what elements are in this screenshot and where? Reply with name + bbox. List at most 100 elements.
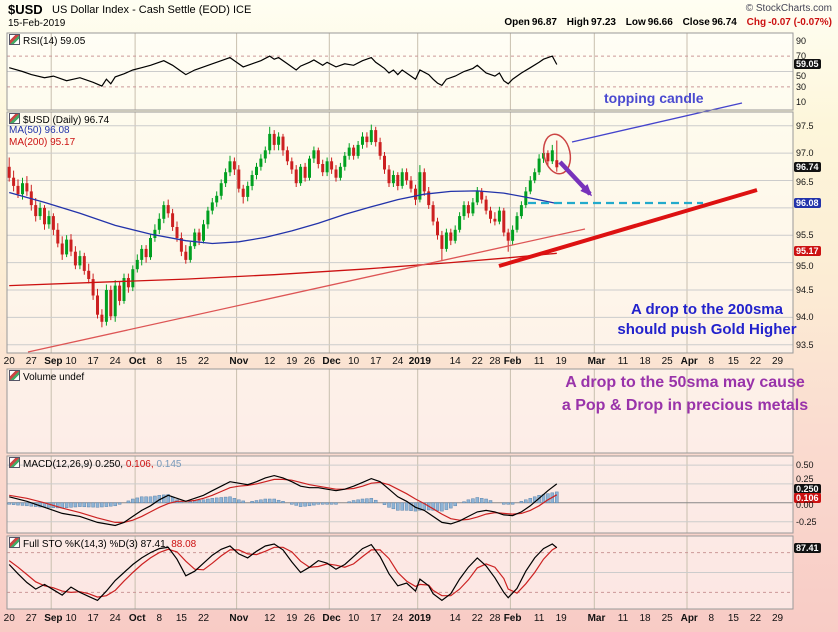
x-axis-label: 22 xyxy=(749,356,762,367)
x-axis-label: 29 xyxy=(771,356,784,367)
x-axis-label: Oct xyxy=(128,356,146,367)
y-axis-label: 30 xyxy=(796,81,807,92)
y-axis-label: 0.00 xyxy=(796,499,814,510)
low-value: 96.66 xyxy=(647,17,673,28)
ticker-symbol: $USD xyxy=(8,2,43,17)
x-axis-label: 25 xyxy=(661,356,673,367)
legend-text: Full STO %K(14,3) %D(3) xyxy=(23,539,141,550)
y-axis-label: 96.08 xyxy=(794,198,821,209)
x-axis-label: 2019 xyxy=(408,613,431,624)
x-axis-label: 8 xyxy=(156,613,163,624)
x-axis-label: 10 xyxy=(65,356,77,367)
indicator-icon xyxy=(9,457,20,468)
x-axis-label: 12 xyxy=(264,613,276,624)
x-axis-label: 20 xyxy=(3,613,15,624)
x-axis-label: 29 xyxy=(771,613,784,624)
x-axis-label: 24 xyxy=(109,356,121,367)
x-axis-label: 11 xyxy=(617,356,629,367)
open-label: Open xyxy=(504,17,530,28)
x-axis-label: 8 xyxy=(156,356,163,367)
y-axis-label: 97.5 xyxy=(796,120,814,131)
chart-date: 15-Feb-2019 xyxy=(8,18,66,29)
y-axis-label: 95.0 xyxy=(796,260,814,271)
x-axis-label: 17 xyxy=(87,613,99,624)
y-axis-label: 70 xyxy=(796,51,807,62)
x-axis-label: 14 xyxy=(449,613,461,624)
x-axis-label: 17 xyxy=(370,613,382,624)
chart-title: US Dollar Index - Cash Settle (EOD) ICE xyxy=(52,4,252,16)
close-value: 96.74 xyxy=(711,17,737,28)
x-axis-label: 28 xyxy=(489,356,501,367)
y-axis-label: 90 xyxy=(796,35,807,46)
annotation-200sma-note: A drop to the 200sma should push Gold Hi… xyxy=(578,300,836,340)
x-axis-label: 28 xyxy=(489,613,501,624)
y-axis-label: 95.5 xyxy=(796,230,814,241)
annotation-200sma-line2: should push Gold Higher xyxy=(617,321,797,338)
legend-text: 88.08 xyxy=(171,539,197,550)
y-axis-label: 95.17 xyxy=(794,246,821,257)
legend-text: 0.106, xyxy=(125,459,157,470)
x-axis-label: Mar xyxy=(587,356,606,367)
x-axis-label: 27 xyxy=(25,356,37,367)
x-axis-label: 17 xyxy=(370,356,382,367)
x-axis-label: 2019 xyxy=(408,356,431,367)
x-axis-label: 25 xyxy=(661,613,673,624)
x-axis-label: 22 xyxy=(749,613,762,624)
x-axis-label: 17 xyxy=(87,356,99,367)
x-axis-label: 15 xyxy=(175,356,187,367)
x-axis-label: 19 xyxy=(286,613,298,624)
x-axis-label: Sep xyxy=(44,613,63,624)
legend-text: Volume undef xyxy=(23,372,85,383)
legend-text: 0.145 xyxy=(156,459,182,470)
indicator-icon xyxy=(9,370,20,381)
x-axis-label: 15 xyxy=(727,613,739,624)
indicator-icon xyxy=(9,34,20,45)
high-label: High xyxy=(566,17,589,28)
x-axis-label: Nov xyxy=(229,613,249,624)
annotation-200sma-line1: A drop to the 200sma xyxy=(631,301,783,318)
x-axis-label: Feb xyxy=(503,356,522,367)
legend-text: MA(50) 96.08 xyxy=(9,125,70,136)
y-axis-label: 96.74 xyxy=(794,162,821,173)
x-axis-label: 19 xyxy=(286,356,298,367)
legend-text: MACD(12,26,9) xyxy=(23,459,96,470)
y-axis-label: 94.0 xyxy=(796,312,814,323)
rsi-legend: RSI(14) 59.05 xyxy=(9,34,85,47)
x-axis-label: 11 xyxy=(617,613,629,624)
x-axis-label: 24 xyxy=(109,613,121,624)
y-axis-label: 0.50 xyxy=(796,460,814,471)
x-axis-label: 19 xyxy=(555,356,567,367)
y-axis-label: 87.41 xyxy=(794,542,821,553)
x-axis-label: 24 xyxy=(392,613,404,624)
x-axis-label: Dec xyxy=(322,356,341,367)
y-axis-label: 93.5 xyxy=(796,339,814,350)
x-axis-label: 10 xyxy=(348,613,360,624)
x-axis-label: Feb xyxy=(503,613,522,624)
legend-text: MA(200) 95.17 xyxy=(9,137,76,148)
x-axis-label: 18 xyxy=(639,356,651,367)
y-axis-label: 0.25 xyxy=(796,473,814,484)
x-axis-label: 15 xyxy=(175,613,187,624)
y-axis-label: -0.25 xyxy=(796,516,817,527)
x-axis-label: Sep xyxy=(44,356,63,367)
annotation-50sma-line2: a Pop & Drop in precious metals xyxy=(561,397,809,414)
close-label: Close xyxy=(682,17,710,28)
x-axis-label: 8 xyxy=(708,613,715,624)
x-axis-label: 15 xyxy=(727,356,739,367)
x-axis-label: 22 xyxy=(197,356,210,367)
x-axis-label: 14 xyxy=(449,356,461,367)
x-axis-label: 26 xyxy=(303,613,316,624)
y-axis-label: 94.5 xyxy=(796,285,814,295)
annotation-50sma-line1: A drop to the 50sma may cause xyxy=(565,374,805,391)
x-axis-label: 12 xyxy=(264,356,276,367)
x-axis-label: Apr xyxy=(680,613,698,624)
sto-legend: Full STO %K(14,3) %D(3) 87.41, 88.08 xyxy=(9,537,196,550)
x-axis-label: 22 xyxy=(197,613,210,624)
high-value: 97.23 xyxy=(590,17,616,28)
macd-legend: MACD(12,26,9) 0.250, 0.106, 0.145 xyxy=(9,457,181,470)
y-axis-label: 0.250 xyxy=(794,483,821,494)
x-axis-label: 19 xyxy=(555,613,567,624)
y-axis-label: 50 xyxy=(796,70,807,81)
